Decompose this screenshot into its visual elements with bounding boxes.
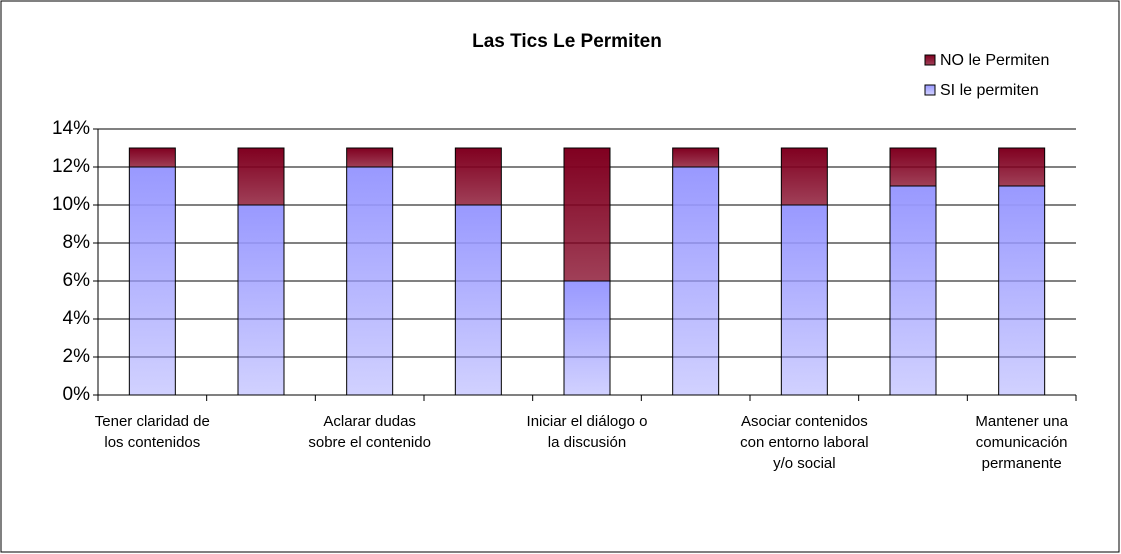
legend-swatch [924,84,936,96]
bar-segment [237,147,285,206]
y-tick-label: 14% [52,118,90,139]
x-tick-label: Iniciar el diálogo o la discusión [526,413,648,451]
bar-segment [454,147,502,206]
bar-segment [563,280,611,396]
bar-segment [563,147,611,282]
bar-segment [889,185,937,396]
x-tick-label: Aclarar dudas sobre el contenido [308,413,431,451]
legend-swatch [924,54,936,66]
bar-segment [237,204,285,396]
bar-segment [128,166,176,396]
bar-segment [998,147,1046,187]
y-tick-label: 10% [52,194,90,215]
bar-segment [346,166,394,396]
x-tick-label: Mantener una comunicación permanente [975,413,1068,472]
chart-title: Las Tics Le Permiten [472,31,662,52]
y-tick-label: 6% [63,270,91,291]
bar-segment [454,204,502,396]
bar-segment [780,204,828,396]
y-tick-label: 12% [52,156,90,177]
bar-segment [128,147,176,168]
bar-segment [889,147,937,187]
y-tick-label: 0% [63,384,91,405]
bar-segment [672,147,720,168]
legend-label: SI le permiten [940,82,1039,99]
bar-segment [346,147,394,168]
y-tick-label: 2% [63,346,91,367]
legend-label: NO le Permiten [940,52,1049,69]
y-tick-label: 4% [63,308,91,329]
bar-segment [672,166,720,396]
y-tick-label: 8% [63,232,91,253]
x-tick-label: Tener claridad de los contenidos [94,413,210,451]
bar-segment [998,185,1046,396]
x-tick-label: Asociar contenidos con entorno laboral y… [740,413,869,472]
bar-segment [780,147,828,206]
